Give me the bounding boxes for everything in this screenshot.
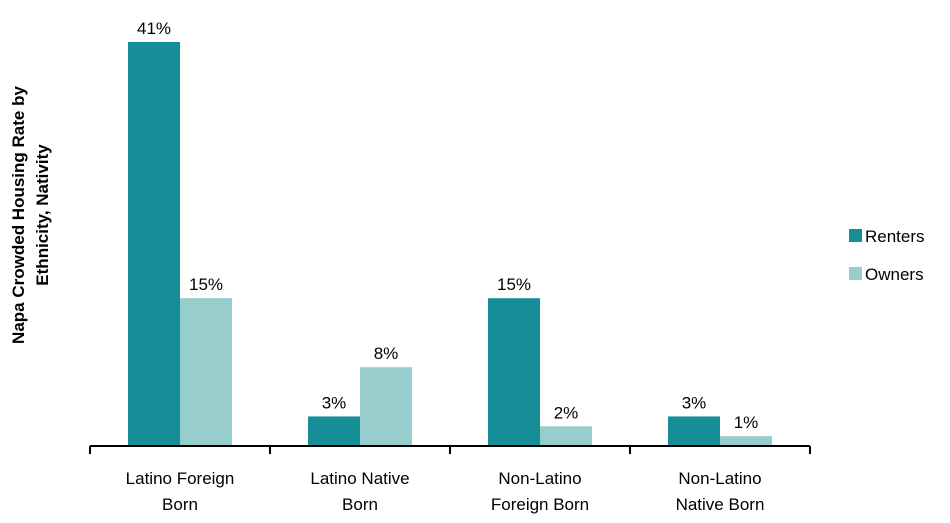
x-tick-label-line: Foreign Born [491, 495, 589, 514]
data-label: 3% [682, 393, 707, 412]
legend-swatch-renters [849, 229, 862, 242]
legend-label-renters: Renters [865, 227, 925, 246]
y-axis-title-line: Ethnicity, Nativity [33, 144, 52, 286]
bar-renters [488, 298, 540, 446]
legend-swatch-owners [849, 267, 862, 280]
x-axis: Latino Foreign Born Latino Native Born Non-L… [89, 445, 811, 514]
x-tick-label: Latino Native Born [310, 469, 409, 514]
x-tick-label-line: Native Born [676, 495, 765, 514]
data-label: 15% [189, 275, 223, 294]
bar-owners [360, 367, 412, 446]
data-label: 3% [322, 393, 347, 412]
y-axis-title: Napa Crowded Housing Rate by Ethnicity, N… [9, 86, 52, 344]
bar-owners [540, 426, 592, 446]
x-tick-label-line: Non-Latino [678, 469, 761, 488]
bar-renters [128, 42, 180, 446]
x-tick-label-line: Born [162, 495, 198, 514]
x-tick-label: Non-Latino Native Born [676, 469, 765, 514]
bar-owners [720, 436, 772, 446]
bar-renters [668, 416, 720, 446]
bar-renters [308, 416, 360, 446]
legend-label-owners: Owners [865, 265, 924, 284]
x-tick-label-line: Latino Foreign [126, 469, 235, 488]
y-axis-label: Napa Crowded Housing Rate by Ethnicity, N… [9, 86, 52, 344]
x-tick-label-line: Born [342, 495, 378, 514]
data-label: 41% [137, 19, 171, 38]
y-axis-title-line: Napa Crowded Housing Rate by [9, 86, 28, 344]
data-label: 1% [734, 413, 759, 432]
x-tick-label-line: Latino Native [310, 469, 409, 488]
bar-owners [180, 298, 232, 446]
x-tick-label-line: Non-Latino [498, 469, 581, 488]
data-label: 2% [554, 403, 579, 422]
data-label: 15% [497, 275, 531, 294]
legend: Renters Owners [849, 227, 925, 284]
x-tick-label: Latino Foreign Born [126, 469, 235, 514]
data-label: 8% [374, 344, 399, 363]
x-tick-label: Non-Latino Foreign Born [491, 469, 589, 514]
bars: 41% 15% 3% 8% 15% 2% 3% 1% [128, 19, 772, 446]
